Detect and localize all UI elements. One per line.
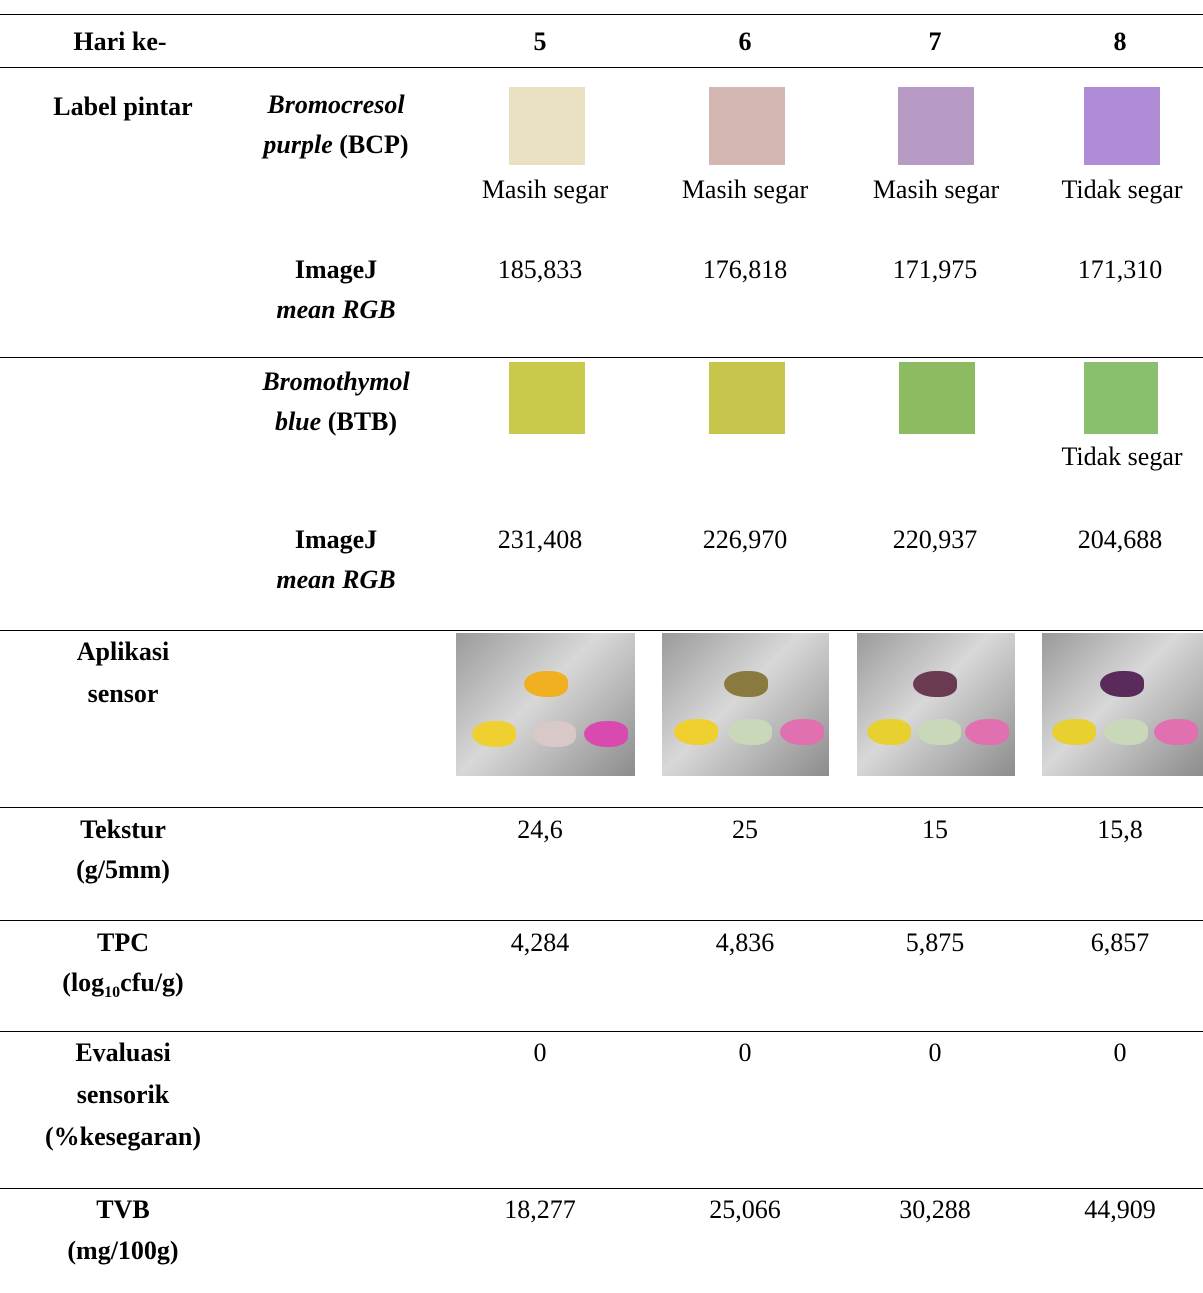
row-label: sensorik	[76, 1080, 170, 1109]
rule	[0, 630, 1203, 631]
indicator-abbr: (BCP)	[339, 130, 409, 159]
row-label: (%kesegaran)	[45, 1122, 201, 1151]
swatch	[509, 87, 585, 165]
fish-icon	[1104, 719, 1148, 745]
value: 6,857	[1090, 928, 1150, 957]
status: Masih segar	[872, 175, 1000, 204]
day: 5	[533, 27, 547, 56]
value: 25	[732, 815, 758, 844]
imagej-label: ImageJ	[294, 255, 378, 284]
fish-icon	[728, 719, 772, 745]
indicator-name: blue	[274, 407, 322, 436]
row-label: Label pintar	[53, 92, 193, 121]
indicator-name: Bromothymol	[262, 367, 410, 396]
swatch	[709, 362, 785, 434]
fish-icon	[913, 671, 957, 697]
fish-icon	[674, 719, 718, 745]
fish-icon	[917, 719, 961, 745]
value: 15	[922, 815, 948, 844]
indicator-name: blue (BTB)	[226, 407, 446, 437]
fish-icon	[1154, 719, 1198, 745]
value: 5,875	[905, 928, 965, 957]
value: 18,277	[504, 1195, 576, 1224]
fish-icon	[472, 721, 516, 747]
row-label: sensor	[87, 679, 159, 708]
fish-icon	[584, 721, 628, 747]
imagej-label: ImageJ	[294, 525, 378, 554]
status: Masih segar	[481, 175, 609, 204]
fish-icon	[724, 671, 768, 697]
sensor-photo	[1042, 633, 1203, 776]
row-label: TVB	[96, 1195, 150, 1224]
indicator-name: purple (BCP)	[226, 130, 446, 160]
indicator-name: Bromocresol	[267, 90, 405, 119]
status: Tidak segar	[1061, 175, 1183, 204]
unit-subscript: 10	[104, 984, 121, 1002]
rule	[0, 357, 1203, 358]
value: 204,688	[1077, 525, 1163, 554]
day: 6	[738, 27, 752, 56]
swatch	[709, 87, 785, 165]
sensor-photo	[456, 633, 635, 776]
value: 25,066	[709, 1195, 781, 1224]
fish-icon	[867, 719, 911, 745]
status: Tidak segar	[1061, 442, 1183, 471]
sensor-photo	[857, 633, 1015, 776]
value: 0	[533, 1038, 547, 1067]
value: 0	[1113, 1038, 1127, 1067]
swatch	[898, 87, 974, 165]
row-label: TPC	[97, 928, 149, 957]
value: 4,284	[510, 928, 570, 957]
value: 24,6	[517, 815, 563, 844]
value: 0	[738, 1038, 752, 1067]
sensor-photo	[662, 633, 829, 776]
indicator-name: purple	[263, 130, 333, 159]
rule	[0, 67, 1203, 68]
value: 185,833	[497, 255, 583, 284]
unit: cfu/g)	[120, 968, 184, 997]
fish-icon	[965, 719, 1009, 745]
swatch	[1084, 362, 1158, 434]
rule	[0, 1188, 1203, 1189]
indicator-abbr: (BTB)	[327, 407, 398, 436]
value: 30,288	[899, 1195, 971, 1224]
swatch	[1084, 87, 1160, 165]
value: 220,937	[892, 525, 978, 554]
value: 226,970	[702, 525, 788, 554]
fish-icon	[780, 719, 824, 745]
value: 4,836	[715, 928, 775, 957]
day: 7	[928, 27, 942, 56]
row-label: (g/5mm)	[76, 855, 170, 884]
header-label: Hari ke-	[73, 27, 167, 56]
unit: (log	[62, 968, 105, 997]
fish-icon	[532, 721, 576, 747]
swatch	[509, 362, 585, 434]
rule	[0, 1031, 1203, 1032]
imagej-label: mean RGB	[276, 295, 396, 324]
rule	[0, 920, 1203, 921]
row-label: Tekstur	[80, 815, 166, 844]
fish-icon	[1100, 671, 1144, 697]
value: 0	[928, 1038, 942, 1067]
value: 15,8	[1097, 815, 1143, 844]
value: 44,909	[1084, 1195, 1156, 1224]
value: 176,818	[702, 255, 788, 284]
fish-icon	[524, 671, 568, 697]
swatch	[899, 362, 975, 434]
fish-icon	[1052, 719, 1096, 745]
row-label: Evaluasi	[75, 1038, 171, 1067]
day: 8	[1113, 27, 1127, 56]
value: 171,975	[892, 255, 978, 284]
value: 171,310	[1077, 255, 1163, 284]
rule	[0, 14, 1203, 15]
row-label: Aplikasi	[76, 637, 170, 666]
imagej-label: mean RGB	[276, 565, 396, 594]
value: 231,408	[497, 525, 583, 554]
row-label: (mg/100g)	[67, 1236, 179, 1265]
rule	[0, 807, 1203, 808]
row-label: (log10cfu/g)	[13, 968, 233, 1008]
status: Masih segar	[681, 175, 809, 204]
